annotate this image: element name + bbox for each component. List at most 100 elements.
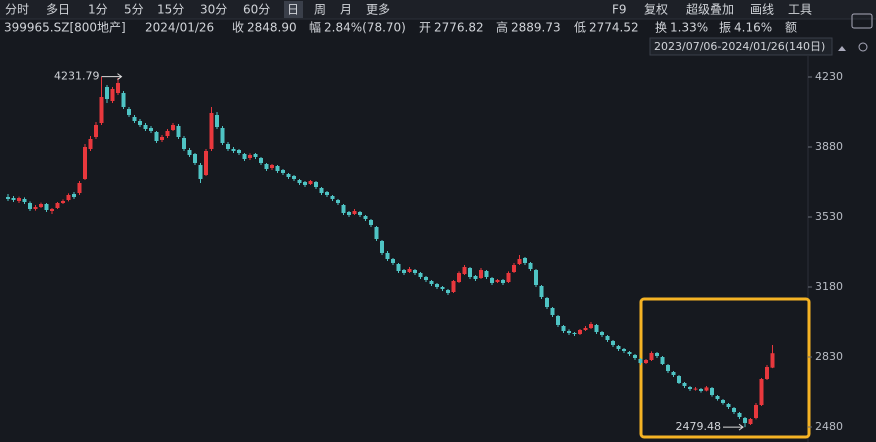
candle-body: [451, 281, 456, 292]
quote-label: 低: [574, 21, 586, 35]
candle-body: [187, 150, 192, 155]
candle-body: [385, 253, 390, 259]
range-box[interactable]: [649, 37, 833, 56]
candle-body: [528, 263, 533, 269]
candle-body: [6, 197, 10, 199]
candle-body: [578, 330, 582, 334]
candle-body: [737, 413, 742, 417]
candle-body: [616, 346, 621, 349]
candle-body: [270, 165, 274, 168]
quote-value: 2889.73: [511, 21, 561, 35]
candle-body: [759, 379, 764, 405]
range-icon[interactable]: [838, 46, 846, 51]
quote-value: 1.33%: [670, 21, 708, 35]
candle-body: [710, 388, 714, 395]
candle-body: [611, 341, 615, 345]
period-tab[interactable]: 日: [287, 3, 299, 17]
candle-body: [418, 273, 423, 277]
candle-body: [231, 149, 236, 151]
candle-body: [28, 203, 32, 209]
candle-body: [193, 154, 197, 163]
quote-value: 2774.52: [589, 21, 639, 35]
candle-body: [292, 176, 296, 179]
candle-body: [479, 270, 483, 278]
tool-button[interactable]: 画线: [750, 3, 774, 17]
candle-body: [517, 259, 522, 264]
candle-body: [226, 144, 230, 149]
candle-body: [171, 125, 175, 130]
candle-body: [237, 150, 241, 153]
candle-body: [11, 198, 16, 200]
period-tab[interactable]: 分时: [5, 3, 29, 17]
quote-label: 高: [496, 20, 508, 35]
candle-body: [627, 352, 632, 354]
candle-body: [435, 284, 439, 287]
candle-body: [468, 268, 472, 277]
candle-body: [336, 200, 340, 203]
period-tab[interactable]: 15分: [157, 3, 184, 17]
candle-body: [677, 376, 681, 383]
period-tab[interactable]: 更多: [366, 3, 390, 17]
settings-icon[interactable]: [858, 42, 868, 52]
candle-body: [369, 220, 373, 225]
candle-body: [644, 360, 648, 363]
toolbar-bg: [0, 0, 876, 19]
candle-body: [649, 353, 654, 360]
quote-value: 2776.82: [434, 21, 484, 35]
candle-body: [413, 270, 417, 273]
candle-body: [17, 198, 21, 201]
candle-body: [83, 147, 87, 179]
candle-body: [440, 287, 445, 289]
candle-body: [715, 396, 720, 399]
period-tab[interactable]: 周: [314, 3, 326, 17]
candle-body: [253, 154, 258, 157]
candle-body: [523, 258, 527, 263]
candle-body: [688, 387, 692, 389]
candle-body: [182, 138, 186, 149]
candle-body: [242, 154, 247, 159]
candle-body: [594, 325, 599, 332]
candle-body: [363, 216, 368, 219]
candle-body: [308, 181, 313, 184]
tool-button[interactable]: 复权: [644, 3, 668, 17]
period-tab[interactable]: 多日: [46, 3, 70, 17]
candle-body: [286, 174, 291, 177]
tool-button[interactable]: 工具: [788, 3, 812, 17]
candle-body: [44, 204, 49, 210]
candle-body: [605, 336, 610, 340]
candle-body: [473, 276, 478, 279]
period-tab[interactable]: 60分: [243, 3, 270, 17]
tool-button[interactable]: 超级叠加: [686, 2, 734, 17]
candle-body: [633, 355, 637, 358]
wp-icon[interactable]: [851, 13, 873, 29]
candle-body: [264, 164, 269, 169]
period-tab[interactable]: 30分: [200, 3, 227, 17]
candle-body: [99, 97, 104, 123]
period-tab[interactable]: 1分: [88, 3, 108, 17]
candle-body: [660, 357, 665, 364]
candle-body: [638, 359, 643, 363]
y-tick-label: 2480: [815, 420, 843, 433]
range-label[interactable]: 2023/07/06-2024/01/26(140日): [654, 40, 825, 53]
candle-body: [402, 270, 406, 273]
candle-body: [501, 280, 505, 283]
candle-body: [407, 269, 412, 272]
quote-value: 4.16%: [734, 21, 772, 35]
candle-body: [319, 188, 324, 193]
period-tab[interactable]: 5分: [124, 3, 144, 17]
candle-body: [682, 383, 687, 386]
candle-body: [132, 117, 137, 121]
candle-body: [550, 308, 555, 315]
period-tab[interactable]: 月: [340, 3, 352, 17]
candle-body: [55, 203, 60, 208]
quote-label: 振: [719, 21, 731, 35]
candle-body: [121, 93, 126, 107]
candle-body: [506, 273, 511, 282]
tool-button[interactable]: F9: [612, 3, 627, 17]
candle-body: [462, 267, 467, 274]
candle-body: [352, 211, 357, 214]
candle-body: [127, 109, 131, 115]
min-arrow: [723, 423, 744, 431]
